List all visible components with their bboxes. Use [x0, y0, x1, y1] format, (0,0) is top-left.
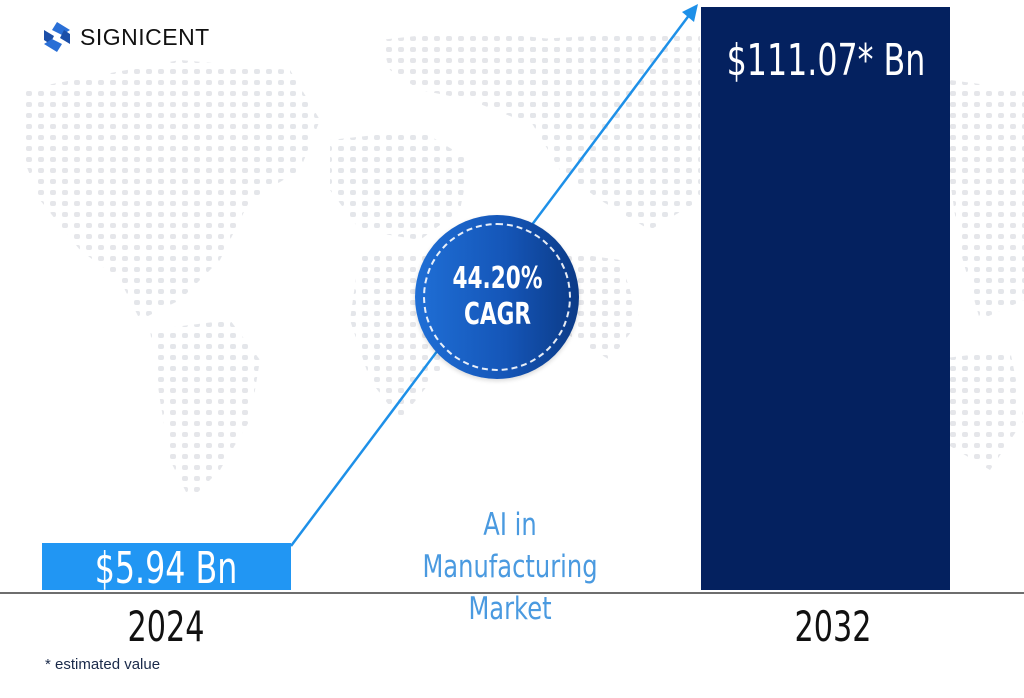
- market-title-line1: AI in Manufacturing: [422, 507, 598, 585]
- market-title: AI in Manufacturing Market: [393, 504, 627, 630]
- cagr-value: 44.20%: [452, 261, 542, 296]
- x-axis-baseline: [0, 592, 1024, 594]
- bar-2032: $111.07* Bn: [701, 7, 950, 590]
- brand-name: SIGNICENT: [80, 23, 210, 50]
- bar-2024-value-label: $5.94 Bn: [95, 543, 238, 594]
- cagr-badge: 44.20% CAGR: [415, 215, 579, 379]
- x-axis-label-2024: 2024: [127, 602, 205, 651]
- cagr-dashed-ring: [423, 223, 571, 371]
- x-axis-label-2032: 2032: [794, 602, 872, 651]
- signicent-s-logo-icon: [44, 22, 70, 52]
- brand-logo: SIGNICENT: [40, 20, 210, 54]
- bar-2024: $5.94 Bn: [42, 543, 291, 594]
- footnote: * estimated value: [45, 656, 161, 673]
- market-title-line2: Market: [468, 591, 552, 627]
- cagr-label: CAGR: [463, 297, 531, 332]
- bar-2032-value-label: $111.07* Bn: [726, 35, 925, 86]
